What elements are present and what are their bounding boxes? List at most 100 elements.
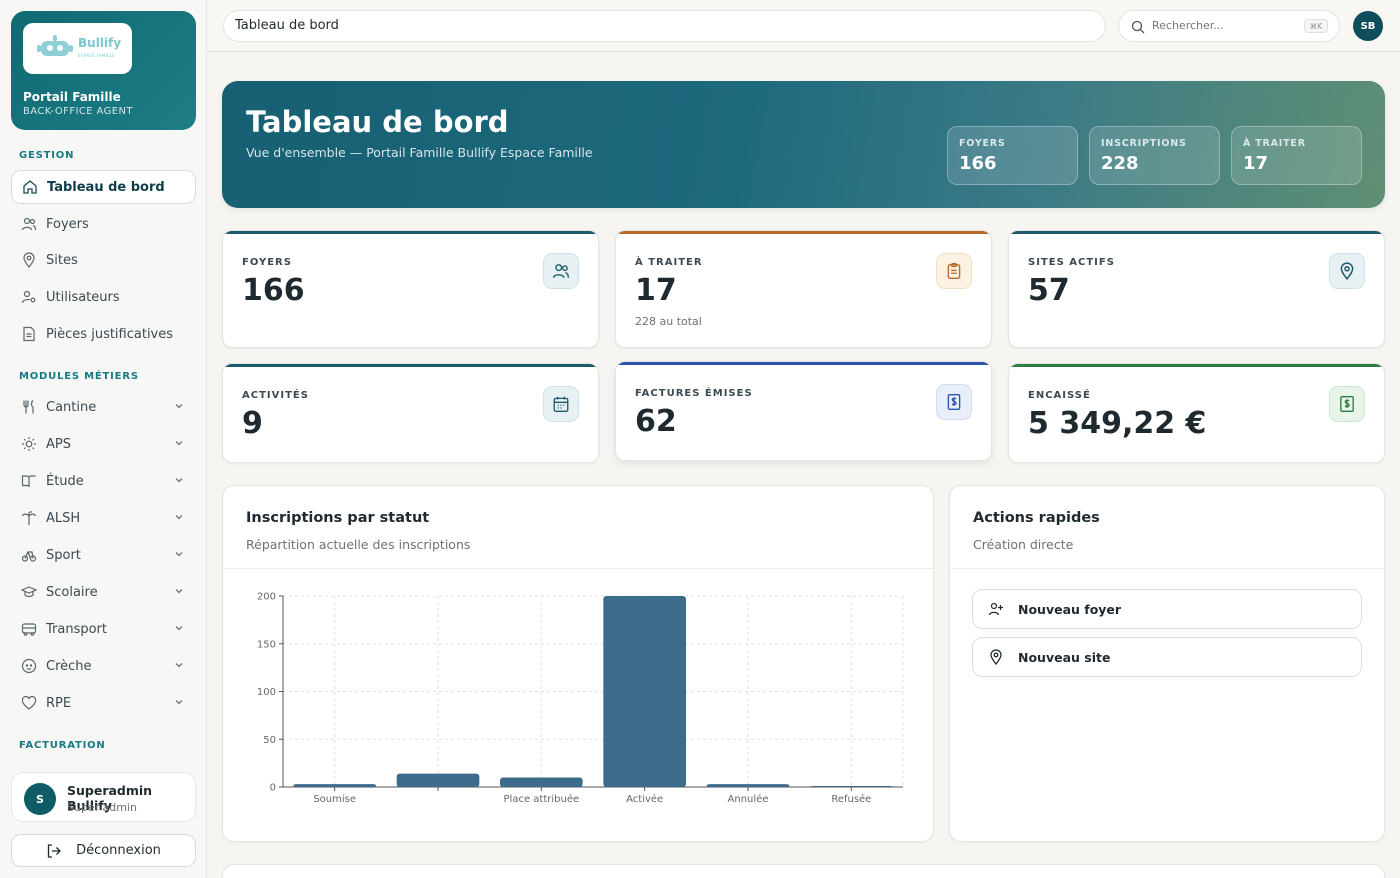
y-tick-label: 150 <box>257 639 276 650</box>
robot-logo-icon <box>37 35 73 56</box>
clipboard-icon <box>947 263 961 279</box>
stat-card-sites-actifs[interactable]: SITES ACTIFS 57 <box>1008 230 1385 348</box>
chart-bar <box>810 786 893 788</box>
topbar: Tableau de bord ⌘K SB <box>207 0 1400 52</box>
map-pin-icon <box>990 649 1002 665</box>
chart-panel: Inscriptions par statut Répartition actu… <box>222 485 934 842</box>
sidebar-item-etude[interactable]: Étude <box>11 464 196 498</box>
brand-card[interactable]: Bullify ESPACE FAMILLE Portail Famille B… <box>11 11 196 130</box>
y-tick-label: 100 <box>257 687 276 698</box>
new-foyer-button[interactable]: Nouveau foyer <box>972 589 1362 629</box>
hero-stat-foyers: FOYERS 166 <box>947 126 1078 185</box>
card-label: FOYERS <box>242 257 292 268</box>
sidebar-item-utilisateurs[interactable]: Utilisateurs <box>11 280 196 314</box>
logout-label: Déconnexion <box>76 843 161 858</box>
sidebar-item-tableau-de-bord[interactable]: Tableau de bord <box>11 170 196 204</box>
user-card[interactable]: S Superadmin Bullify Super-admin <box>11 772 196 822</box>
cash-dollar-icon <box>1340 396 1354 412</box>
sidebar-item-label: Sport <box>46 547 81 563</box>
user-avatar-button[interactable]: SB <box>1353 11 1383 41</box>
sidebar-item-label: RPE <box>46 695 72 711</box>
graduation-cap-icon <box>21 586 37 598</box>
hero-stat-label: INSCRIPTIONS <box>1101 138 1187 149</box>
card-accent-bar <box>616 362 991 365</box>
search-icon <box>1131 20 1145 34</box>
hero-stat-value: 166 <box>959 153 997 174</box>
stat-card-encaisse[interactable]: ENCAISSÉ 5 349,22 € <box>1008 363 1385 463</box>
breadcrumb[interactable]: Tableau de bord <box>223 10 1106 42</box>
user-role: Super-admin <box>67 801 137 814</box>
page-subtitle: Vue d'ensemble — Portail Famille Bullify… <box>246 145 593 160</box>
stat-card-foyers[interactable]: FOYERS 166 <box>222 230 599 348</box>
quick-actions-panel: Actions rapides Création directe Nouveau… <box>949 485 1385 842</box>
invoice-dollar-icon <box>947 394 961 410</box>
sidebar-item-rpe[interactable]: RPE <box>11 686 196 720</box>
card-icon-box <box>936 253 972 289</box>
stat-card-activites[interactable]: ACTIVITÉS 9 <box>222 363 599 463</box>
card-value: 9 <box>242 406 263 441</box>
card-label: À TRAITER <box>635 257 703 268</box>
card-value: 166 <box>242 273 305 308</box>
stat-card-factures[interactable]: FACTURES ÉMISES 62 <box>615 361 992 461</box>
users-icon <box>21 217 37 231</box>
hero-stat-label: FOYERS <box>959 138 1006 149</box>
sidebar-item-label: Utilisateurs <box>46 289 120 305</box>
chart-bar <box>706 784 790 787</box>
y-tick-label: 0 <box>270 783 276 794</box>
bike-icon <box>21 551 37 562</box>
sidebar-item-pieces-justificatives[interactable]: Pièces justificatives <box>11 317 196 351</box>
card-value: 5 349,22 € <box>1028 406 1207 441</box>
sun-icon <box>22 437 36 451</box>
logo-subtext: ESPACE FAMILLE <box>78 53 115 58</box>
card-label: ENCAISSÉ <box>1028 390 1091 401</box>
chart-subtitle: Répartition actuelle des inscriptions <box>246 537 471 552</box>
logout-button[interactable]: Déconnexion <box>11 834 196 867</box>
card-label: ACTIVITÉS <box>242 390 309 401</box>
chart-bar <box>500 777 583 787</box>
panel-divider <box>223 568 933 569</box>
new-site-button[interactable]: Nouveau site <box>972 637 1362 677</box>
hero-stat-a-traiter: À TRAITER 17 <box>1231 126 1362 185</box>
search-input[interactable] <box>1152 11 1292 41</box>
sidebar-item-sport[interactable]: Sport <box>11 538 196 572</box>
sidebar-item-scolaire[interactable]: Scolaire <box>11 575 196 609</box>
chevron-down-icon <box>175 700 183 705</box>
section-facturation: FACTURATION <box>19 740 106 751</box>
utensils-icon <box>23 400 34 414</box>
bar-chart: 0 50 100 150 200 Soumise Place attribuée Activé… <box>257 592 904 805</box>
logout-icon <box>47 843 61 858</box>
quick-actions-subtitle: Création directe <box>973 537 1074 552</box>
calendar-icon <box>553 396 569 412</box>
baby-icon <box>21 658 37 674</box>
sidebar-item-aps[interactable]: APS <box>11 427 196 461</box>
sidebar-item-alsh[interactable]: ALSH <box>11 501 196 535</box>
shortcut-badge: ⌘K <box>1303 19 1328 33</box>
palm-tree-icon <box>21 511 37 525</box>
bus-icon <box>21 623 37 636</box>
chevron-down-icon <box>175 589 183 594</box>
sidebar-item-sites[interactable]: Sites <box>11 243 196 277</box>
chevron-down-icon <box>175 663 183 668</box>
stat-card-a-traiter[interactable]: À TRAITER 17 228 au total <box>615 230 992 348</box>
brand-logo: Bullify ESPACE FAMILLE <box>23 23 132 74</box>
card-label: SITES ACTIFS <box>1028 257 1115 268</box>
y-tick-label: 50 <box>263 735 276 746</box>
card-icon-box <box>1329 253 1365 289</box>
sidebar-item-cantine[interactable]: Cantine <box>11 390 196 424</box>
new-site-label: Nouveau site <box>1018 649 1111 665</box>
card-accent-bar <box>223 364 598 367</box>
sidebar-item-transport[interactable]: Transport <box>11 612 196 646</box>
sidebar-item-foyers[interactable]: Foyers <box>11 207 196 241</box>
card-label: FACTURES ÉMISES <box>635 388 753 399</box>
x-tick-label: Annulée <box>728 793 769 805</box>
search-box[interactable]: ⌘K <box>1118 10 1340 42</box>
card-icon-box <box>936 384 972 420</box>
book-open-icon <box>21 475 36 488</box>
heart-icon <box>21 695 37 710</box>
user-key-icon <box>21 290 36 304</box>
chart-bar <box>603 596 686 787</box>
hero-stat-inscriptions: INSCRIPTIONS 228 <box>1089 126 1220 185</box>
hero-stat-value: 228 <box>1101 153 1139 174</box>
hero-stat-label: À TRAITER <box>1243 138 1306 149</box>
sidebar-item-creche[interactable]: Crèche <box>11 649 196 683</box>
